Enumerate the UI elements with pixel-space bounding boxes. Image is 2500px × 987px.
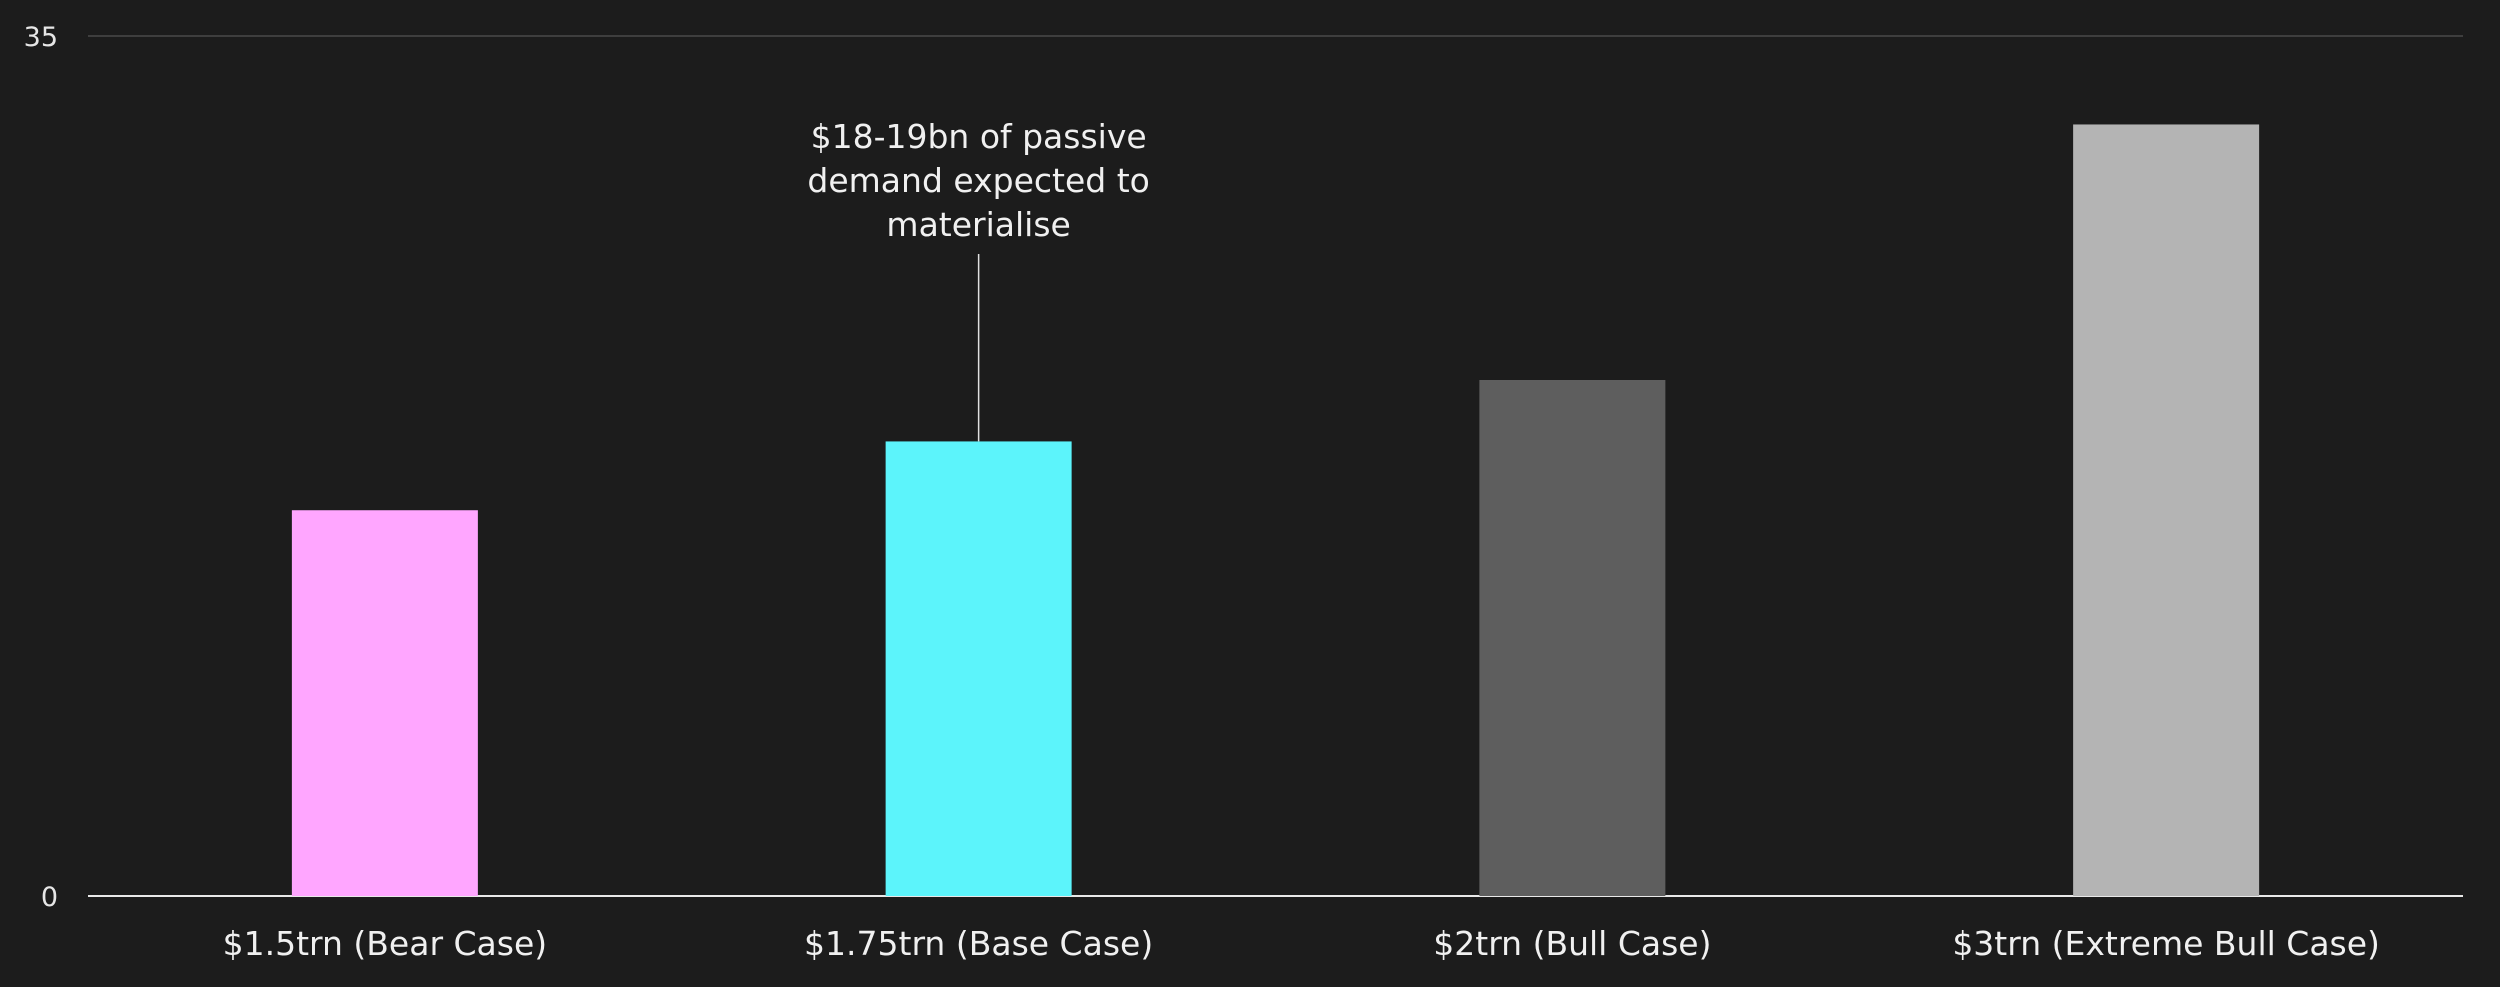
bar [885,441,1072,896]
gridlines [88,35,2463,897]
annotation: $18-19bn of passive demand expected to mat… [807,117,1150,442]
x-axis-labels: $1.5trn (Bear Case) $1.75trn (Base Case) $… [223,924,2380,963]
annotation-text: materialise [886,205,1070,244]
bars [291,124,2260,896]
y-axis: 0 35 [24,22,58,913]
bar [2073,124,2260,896]
x-tick-label: $1.5trn (Bear Case) [223,924,548,963]
x-tick-label: $1.75trn (Base Case) [804,924,1153,963]
annotation-text: $18-19bn of passive [811,117,1147,156]
annotation-text: demand expected to [807,161,1149,200]
y-tick-label: 35 [24,22,58,53]
x-tick-label: $2trn (Bull Case) [1433,924,1711,963]
y-tick-label: 0 [41,882,58,913]
x-tick-label: $3trn (Extreme Bull Case) [1952,924,2380,963]
bar [1479,380,1666,896]
bar [291,510,478,896]
